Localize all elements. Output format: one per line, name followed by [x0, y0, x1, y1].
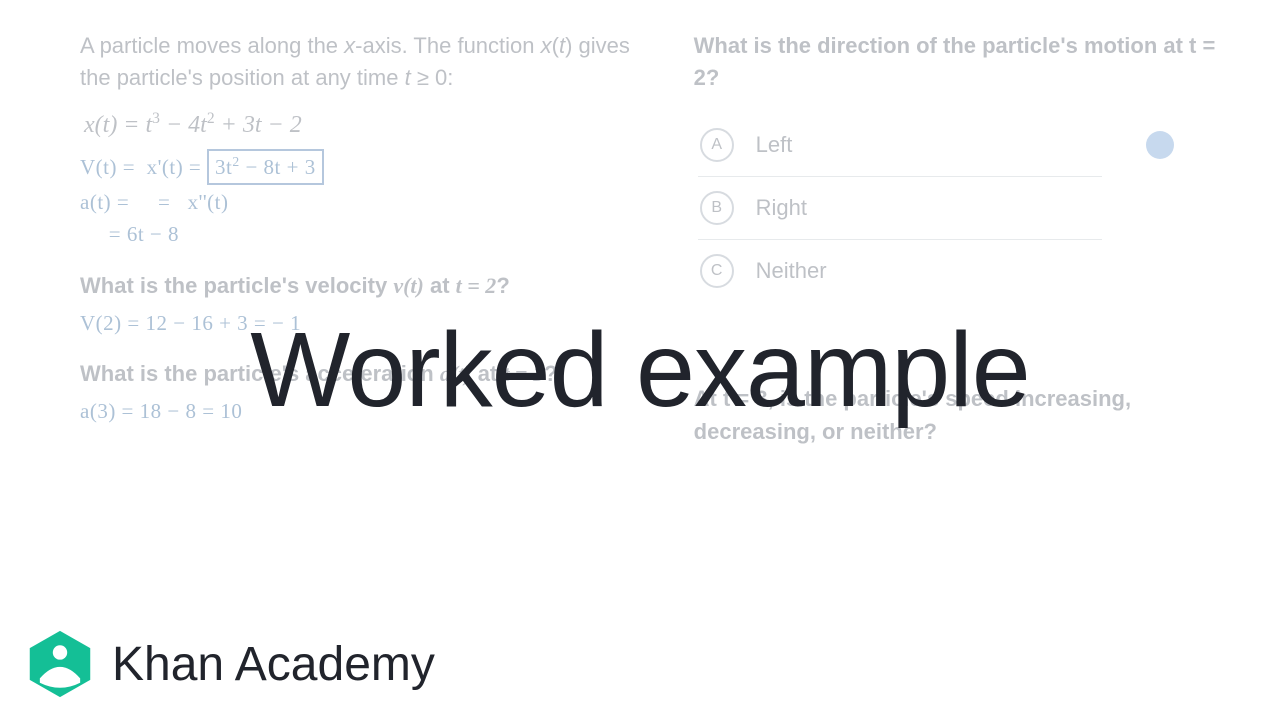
question-direction: What is the direction of the particle's …: [694, 30, 1240, 94]
problem-intro: A particle moves along the x-axis. The f…: [80, 30, 654, 94]
choice-a[interactable]: A Left: [694, 114, 1240, 176]
title-overlay: Worked example: [0, 310, 1280, 431]
brand-name: Khan Academy: [112, 637, 435, 692]
question-velocity: What is the particle's velocity v(t) at …: [80, 270, 654, 302]
khan-hexagon-icon: [24, 628, 96, 700]
choice-letter-a: A: [700, 128, 734, 162]
choice-label-c: Neither: [756, 255, 827, 287]
position-formula: x(t) = t3 − 4t2 + 3t − 2: [84, 108, 654, 143]
handwriting-velocity: V(t) = x'(t) = 3t2 − 8t + 3: [80, 149, 654, 185]
handwriting-accel-result: = 6t − 8: [80, 219, 654, 249]
choice-b[interactable]: B Right: [694, 177, 1240, 239]
handwriting-accel-def: a(t) = = x''(t): [80, 187, 654, 217]
cursor-dot: [1146, 131, 1174, 159]
brand-logo: Khan Academy: [24, 628, 435, 700]
choice-label-a: Left: [756, 129, 793, 161]
choice-c[interactable]: C Neither: [694, 240, 1240, 302]
choice-letter-c: C: [700, 254, 734, 288]
choice-letter-b: B: [700, 191, 734, 225]
choice-label-b: Right: [756, 192, 807, 224]
